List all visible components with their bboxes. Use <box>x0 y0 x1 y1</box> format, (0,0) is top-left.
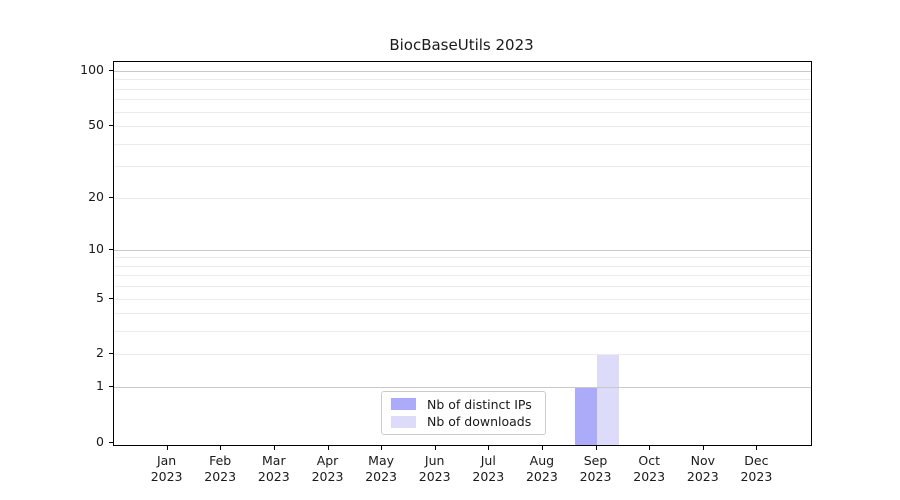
bar-nb-of-downloads-sep <box>596 354 619 445</box>
legend-row: Nb of distinct IPs <box>390 397 537 412</box>
x-tick-label: Apr 2023 <box>311 453 344 484</box>
x-tick-label: Nov 2023 <box>686 453 719 484</box>
x-tick-label: Feb 2023 <box>204 453 237 484</box>
x-tick-label: Aug 2023 <box>525 453 558 484</box>
x-tick-label: Oct 2023 <box>633 453 666 484</box>
gridline-minor <box>114 166 811 168</box>
x-tick-label: May 2023 <box>365 453 397 484</box>
x-tick-mark <box>488 446 490 450</box>
plot-area <box>113 61 812 446</box>
x-tick-mark <box>649 446 651 450</box>
gridline-major <box>114 249 811 251</box>
gridline-minor <box>114 111 811 113</box>
chart-title: BiocBaseUtils 2023 <box>389 36 534 54</box>
x-tick-label: Jul 2023 <box>472 453 505 484</box>
gridline-minor <box>114 313 811 315</box>
gridline-minor <box>114 265 811 267</box>
legend: Nb of distinct IPs Nb of downloads <box>381 391 546 435</box>
x-tick-mark <box>541 446 543 450</box>
y-tick-label: 0 <box>96 434 104 449</box>
y-tick-label: 2 <box>96 345 104 361</box>
gridline-minor <box>114 354 811 356</box>
legend-row: Nb of downloads <box>390 414 537 429</box>
y-tick-mark <box>109 70 113 71</box>
y-tick-label: 50 <box>88 117 104 133</box>
x-tick-mark <box>166 446 168 450</box>
gridline-minor <box>114 286 811 288</box>
y-tick-label: 100 <box>80 62 104 77</box>
gridline-minor <box>114 79 811 81</box>
x-tick-label: Sep 2023 <box>579 453 612 484</box>
x-tick-mark <box>273 446 275 450</box>
x-tick-label: Mar 2023 <box>257 453 290 484</box>
y-tick-mark <box>109 386 113 388</box>
gridline-minor <box>114 99 811 101</box>
x-tick-mark <box>434 446 436 450</box>
x-tick-label: Dec 2023 <box>740 453 773 484</box>
x-tick-mark <box>381 446 383 450</box>
x-tick-mark <box>702 446 704 450</box>
x-tick-label: Jun 2023 <box>418 453 451 484</box>
x-tick-mark <box>220 446 222 450</box>
gridline-minor <box>114 126 811 128</box>
gridline-minor <box>114 257 811 259</box>
gridline-major <box>114 387 811 389</box>
y-tick-mark <box>109 125 113 127</box>
y-tick-mark <box>109 248 113 250</box>
bar-nb-of-distinct-ips-sep <box>574 387 597 445</box>
legend-swatch-icon <box>391 415 416 428</box>
y-tick-mark <box>109 196 113 198</box>
y-tick-mark <box>109 353 113 355</box>
y-tick-label: 1 <box>96 378 104 394</box>
gridline-minor <box>114 331 811 333</box>
legend-swatch-icon <box>391 398 416 411</box>
y-tick-label: 20 <box>88 188 104 204</box>
legend-label: Nb of distinct IPs <box>427 396 532 412</box>
x-tick-mark <box>756 446 758 450</box>
y-tick-mark <box>109 442 113 443</box>
y-tick-label: 5 <box>96 289 104 305</box>
x-tick-mark <box>595 446 597 450</box>
gridline-minor <box>114 197 811 199</box>
gridline-minor <box>114 275 811 277</box>
gridline-minor <box>114 143 811 145</box>
gridline-major <box>114 71 811 72</box>
x-tick-mark <box>327 446 329 450</box>
gridline-minor <box>114 298 811 300</box>
legend-label: Nb of downloads <box>427 414 532 430</box>
x-tick-label: Jan 2023 <box>150 453 183 484</box>
y-tick-mark <box>109 297 113 299</box>
y-tick-label: 10 <box>88 240 104 256</box>
gridline-minor <box>114 88 811 90</box>
